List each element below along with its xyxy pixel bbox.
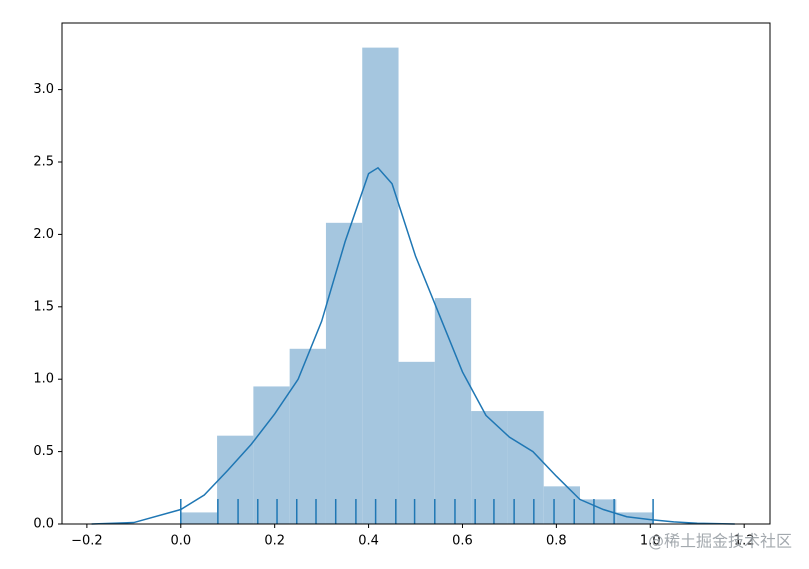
histogram-bar: [471, 411, 508, 524]
x-tick-label: 0.8: [546, 534, 567, 549]
y-tick-label: 2.0: [33, 227, 54, 242]
histogram-bar: [434, 298, 472, 524]
y-tick-label: 3.0: [33, 82, 54, 97]
x-tick-label: −0.2: [71, 534, 103, 549]
y-tick-label: 2.5: [33, 155, 54, 170]
y-tick-label: 1.5: [33, 299, 54, 314]
x-tick-label: 0.4: [358, 534, 379, 549]
histogram-bar: [180, 512, 218, 524]
x-tick-label: 1.2: [734, 534, 755, 549]
watermark: @稀土掘金技术社区: [648, 532, 792, 551]
x-tick-label: 1.0: [640, 534, 661, 549]
histogram-bar: [289, 348, 326, 524]
y-tick-label: 0.0: [33, 517, 54, 532]
x-tick-label: 0.0: [170, 534, 191, 549]
histogram-bar: [507, 411, 544, 524]
histogram-bar: [325, 222, 363, 525]
x-tick-label: 0.2: [264, 534, 285, 549]
y-tick-label: 0.5: [33, 444, 54, 459]
y-tick-label: 1.0: [33, 372, 54, 387]
axes-frame: [61, 22, 771, 525]
histogram-bar: [398, 361, 435, 524]
histogram-bar: [362, 47, 399, 525]
histogram-bar: [217, 435, 254, 524]
kde-line: [91, 166, 735, 525]
x-tick-label: 0.6: [452, 534, 473, 549]
histogram-bar: [253, 386, 290, 524]
